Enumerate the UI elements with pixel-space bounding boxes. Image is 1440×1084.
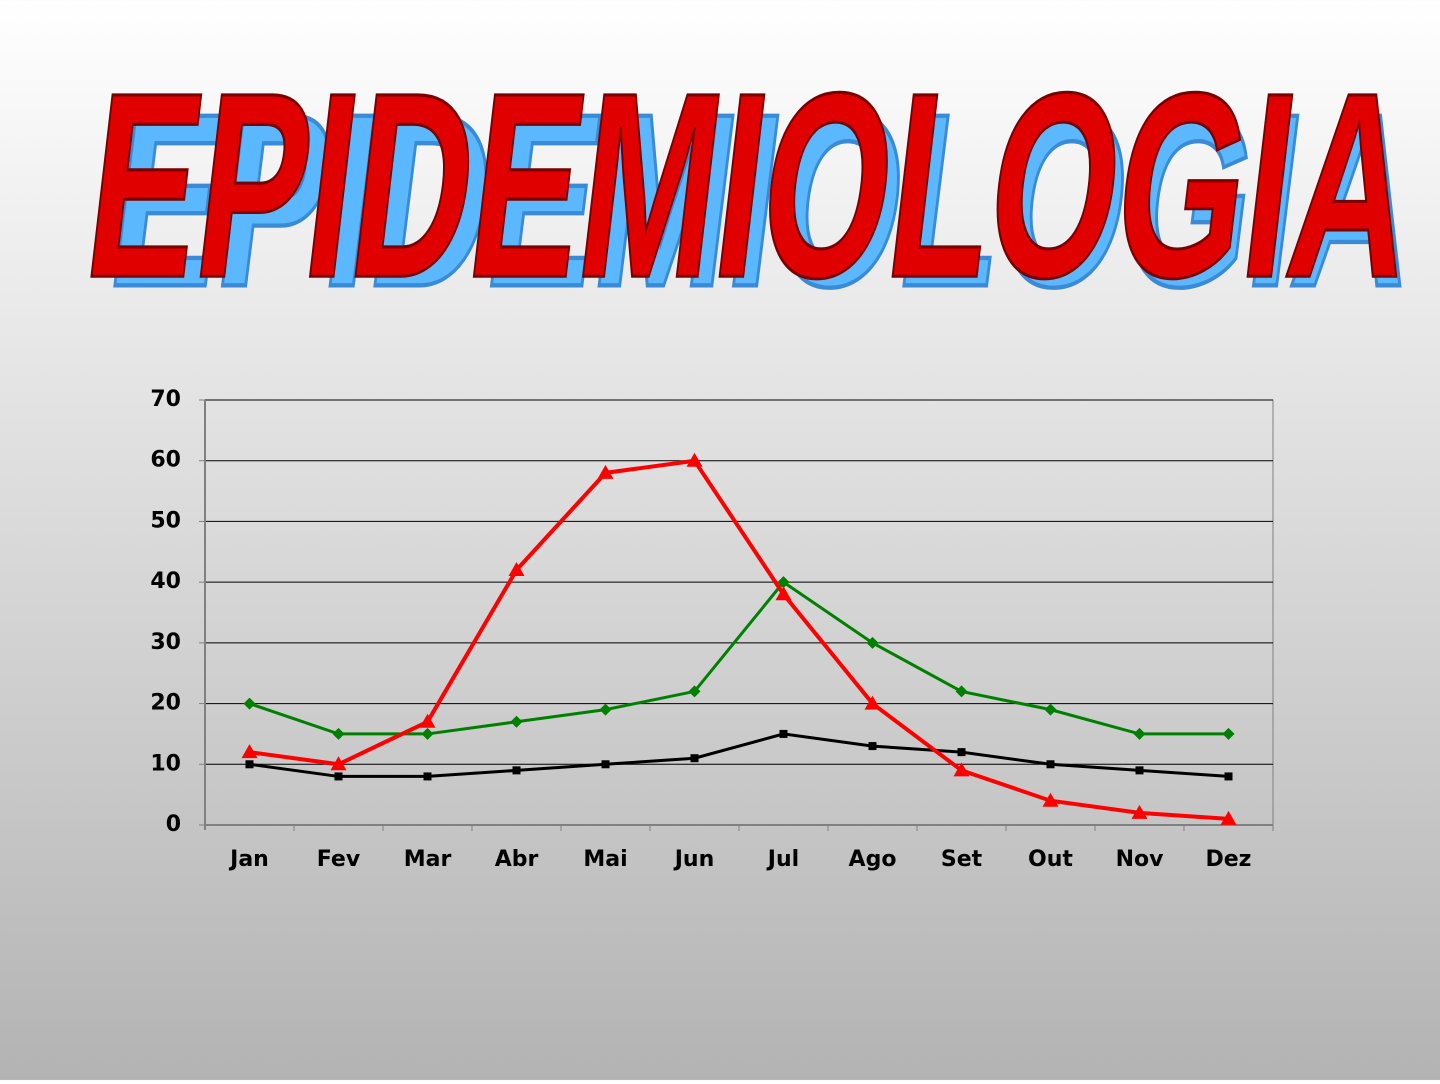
marker (686, 452, 703, 467)
x-tick-label: Dez (1206, 847, 1252, 872)
marker (421, 727, 434, 740)
y-tick-label: 10 (150, 751, 181, 776)
x-tick-label: Fev (317, 847, 361, 872)
marker (334, 772, 343, 781)
x-tick-label: Out (1028, 847, 1073, 872)
series-line (249, 732, 1229, 778)
x-tick-label: Mar (404, 847, 452, 872)
x-tick-label: Set (941, 847, 983, 872)
marker (508, 562, 525, 576)
marker (1044, 703, 1057, 716)
x-tick-label: Abr (495, 847, 539, 872)
marker (332, 727, 345, 740)
plot-area (204, 399, 1274, 826)
marker (245, 760, 254, 769)
marker (597, 464, 614, 479)
marker (330, 756, 347, 771)
marker (1046, 760, 1055, 769)
x-tick-label: Mai (583, 847, 627, 872)
marker (1133, 727, 1146, 740)
y-tick-label: 20 (150, 691, 181, 716)
chart-title: EPIDEMIOLOGIA (74, 39, 1428, 334)
x-tick-label: Jan (228, 847, 269, 872)
series-line (249, 580, 1229, 736)
marker (1222, 727, 1235, 740)
marker (953, 762, 970, 777)
marker (1224, 772, 1233, 781)
y-tick-label: 70 (150, 387, 181, 412)
marker (690, 754, 699, 763)
marker (601, 760, 610, 769)
title-shadow: EPIDEMIOLOGIA (97, 63, 1431, 339)
marker (866, 636, 879, 649)
marker (957, 748, 966, 757)
x-tick-label: Nov (1116, 847, 1165, 872)
marker (1042, 792, 1059, 807)
marker (1135, 766, 1144, 775)
marker (868, 742, 877, 751)
marker (510, 715, 523, 728)
marker (779, 729, 788, 738)
x-tick-label: Ago (849, 847, 897, 872)
y-tick-label: 60 (150, 448, 181, 473)
y-tick-label: 0 (166, 812, 181, 837)
x-tick-label: Jul (766, 847, 799, 872)
marker (599, 703, 612, 716)
series-line (249, 458, 1229, 821)
y-tick-label: 50 (150, 508, 181, 533)
y-tick-label: 40 (150, 569, 181, 594)
marker (423, 772, 432, 781)
marker (512, 766, 521, 775)
x-tick-label: Jun (673, 847, 715, 872)
y-tick-label: 30 (150, 630, 181, 655)
marker (1220, 810, 1237, 825)
marker (777, 576, 790, 589)
marker (243, 697, 256, 710)
marker (955, 685, 968, 698)
marker (1131, 804, 1148, 819)
marker (864, 695, 881, 710)
marker (419, 713, 436, 728)
marker (688, 685, 701, 698)
marker (241, 744, 258, 759)
marker (775, 586, 792, 601)
